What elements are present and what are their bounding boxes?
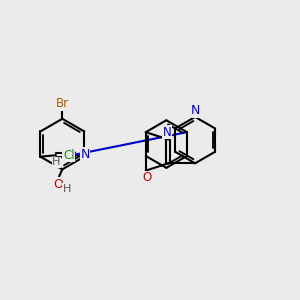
Text: O: O [53,178,63,191]
Text: O: O [142,171,152,184]
Text: H: H [63,184,71,194]
Text: H: H [52,157,61,167]
Text: N: N [80,148,90,161]
Text: Cl: Cl [63,149,75,162]
Text: N: N [163,126,171,139]
Text: N: N [191,104,200,117]
Text: Br: Br [56,98,69,110]
